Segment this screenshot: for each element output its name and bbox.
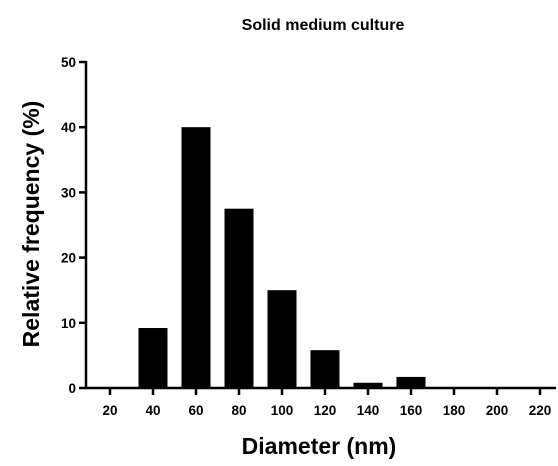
x-tick-label: 200	[486, 403, 509, 418]
bar-120	[310, 350, 340, 388]
bar-160	[396, 376, 426, 388]
x-axis: 20 40 60 80 100 120 140 160 180 200 220	[85, 386, 556, 418]
y-axis-label: Relative frequency (%)	[18, 101, 44, 348]
y-tick-label: 40	[61, 120, 76, 135]
x-tick-label: 180	[443, 403, 466, 418]
x-tick-label: 120	[314, 403, 337, 418]
y-tick-label: 0	[68, 381, 76, 396]
bar-140	[353, 382, 383, 388]
y-tick-label: 50	[61, 55, 76, 70]
y-tick-label: 10	[61, 316, 76, 331]
x-axis-label: Diameter (nm)	[242, 433, 397, 459]
x-tick-label: 60	[188, 403, 203, 418]
bar-40	[138, 328, 168, 388]
x-tick-label: 140	[357, 403, 380, 418]
y-tick-label: 20	[61, 251, 76, 266]
bar-100	[267, 290, 297, 388]
x-tick-label: 220	[529, 403, 552, 418]
x-tick-label: 80	[231, 403, 246, 418]
y-axis: 0 10 20 30 40 50	[61, 55, 88, 396]
y-tick-label: 30	[61, 185, 76, 200]
x-tick-label: 20	[102, 403, 117, 418]
bars	[138, 127, 426, 388]
bar-60	[181, 127, 211, 388]
bar-80	[224, 208, 254, 388]
chart-title: Solid medium culture	[242, 17, 405, 34]
x-tick-label: 100	[271, 403, 294, 418]
x-tick-label: 160	[400, 403, 423, 418]
x-tick-label: 40	[145, 403, 160, 418]
